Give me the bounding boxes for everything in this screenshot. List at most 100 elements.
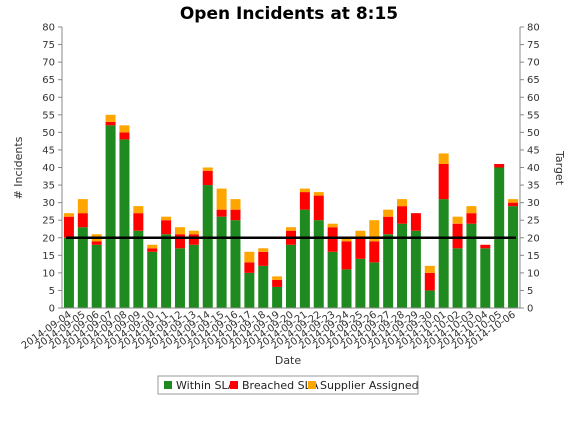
bar-supplier-assigned: [272, 276, 283, 280]
bar-breached-sla: [494, 163, 505, 168]
legend-within-sla-swatch: [164, 381, 172, 389]
y-tick-label: 55: [42, 110, 55, 121]
y2-tick-label: 20: [527, 233, 540, 244]
bar-breached-sla: [119, 132, 130, 140]
bar-breached-sla: [216, 209, 227, 217]
bar-supplier-assigned: [63, 213, 74, 217]
bar-within-sla: [286, 244, 296, 308]
bar-supplier-assigned: [466, 206, 477, 214]
bar-breached-sla: [77, 213, 88, 228]
y2-tick-label: 10: [527, 268, 540, 279]
bar-supplier-assigned: [147, 244, 158, 249]
bar-breached-sla: [63, 216, 74, 238]
bar-breached-sla: [313, 195, 324, 221]
bar-supplier-assigned: [119, 125, 130, 133]
bar-supplier-assigned: [202, 167, 213, 172]
bar-supplier-assigned: [286, 227, 296, 231]
y2-tick-label: 75: [527, 40, 540, 51]
bar-breached-sla: [383, 216, 394, 235]
bar-within-sla: [161, 234, 172, 308]
y-tick-label: 80: [42, 23, 55, 34]
bar-breached-sla: [466, 213, 477, 224]
bar-supplier-assigned: [258, 248, 269, 252]
bar-breached-sla: [397, 206, 408, 224]
bar-within-sla: [147, 251, 158, 308]
legend-breached-sla-label: Breached SLA: [242, 379, 319, 392]
bar-within-sla: [480, 248, 491, 308]
bar-within-sla: [77, 227, 88, 308]
bar-within-sla: [341, 269, 352, 308]
y2-tick-label: 30: [527, 198, 540, 209]
bar-supplier-assigned: [508, 199, 519, 203]
bar-within-sla: [299, 209, 310, 308]
bar-within-sla: [327, 251, 338, 308]
bar-supplier-assigned: [188, 230, 199, 235]
bar-breached-sla: [272, 279, 283, 287]
bar-supplier-assigned: [438, 153, 449, 164]
bar-supplier-assigned: [369, 220, 380, 242]
bar-within-sla: [244, 272, 255, 308]
bar-breached-sla: [369, 241, 380, 263]
bar-breached-sla: [410, 213, 421, 231]
bar-within-sla: [202, 185, 213, 308]
bar-within-sla: [258, 265, 269, 308]
bar-within-sla: [133, 230, 144, 308]
bar-supplier-assigned: [341, 237, 352, 242]
bar-breached-sla: [147, 248, 158, 252]
bar-supplier-assigned: [133, 206, 144, 214]
y2-tick-label: 35: [527, 181, 540, 192]
bar-breached-sla: [508, 202, 519, 207]
y-tick-label: 25: [42, 216, 55, 227]
legend-breached-sla-swatch: [230, 381, 238, 389]
y-tick-label: 5: [49, 286, 55, 297]
y-tick-label: 35: [42, 181, 55, 192]
y-tick-label: 65: [42, 75, 55, 86]
bar-breached-sla: [424, 272, 435, 291]
bar-breached-sla: [438, 163, 449, 200]
bar-within-sla: [119, 139, 130, 308]
y-tick-label: 15: [42, 251, 55, 262]
bar-within-sla: [91, 244, 102, 308]
bar-within-sla: [355, 258, 366, 308]
bar-within-sla: [383, 234, 394, 308]
y-tick-label: 60: [42, 93, 55, 104]
y2-tick-label: 50: [527, 128, 540, 139]
bar-within-sla: [188, 244, 199, 308]
bar-within-sla: [63, 237, 74, 308]
bar-supplier-assigned: [230, 199, 241, 210]
chart-title: Open Incidents at 8:15: [180, 4, 398, 24]
bar-supplier-assigned: [383, 209, 394, 217]
bar-supplier-assigned: [77, 199, 88, 214]
bar-within-sla: [452, 248, 463, 308]
y-tick-label: 30: [42, 198, 55, 209]
y2-tick-label: 15: [527, 251, 540, 262]
bar-breached-sla: [161, 220, 172, 235]
y2-tick-label: 80: [527, 23, 540, 34]
bar-supplier-assigned: [397, 199, 408, 207]
y2-tick-label: 40: [527, 163, 540, 174]
bar-within-sla: [438, 199, 449, 308]
bar-within-sla: [508, 206, 519, 308]
bar-breached-sla: [202, 171, 213, 186]
bar-within-sla: [369, 262, 380, 308]
x-axis-label: Date: [275, 354, 302, 367]
legend-supplier-assigned-label: Supplier Assigned: [320, 379, 419, 392]
y-tick-label: 50: [42, 128, 55, 139]
bar-within-sla: [410, 230, 421, 308]
bar-supplier-assigned: [424, 265, 435, 273]
y2-tick-label: 65: [527, 75, 540, 86]
y2-tick-label: 55: [527, 110, 540, 121]
y2-axis-label: Target: [553, 150, 566, 186]
bar-supplier-assigned: [327, 223, 338, 228]
bar-breached-sla: [480, 244, 491, 249]
y2-tick-label: 60: [527, 93, 540, 104]
bar-breached-sla: [174, 234, 185, 249]
bar-breached-sla: [188, 234, 199, 245]
y-tick-label: 0: [49, 304, 55, 315]
bar-supplier-assigned: [452, 216, 463, 224]
bar-supplier-assigned: [161, 216, 172, 221]
y-tick-label: 45: [42, 145, 55, 156]
bar-breached-sla: [341, 241, 352, 270]
